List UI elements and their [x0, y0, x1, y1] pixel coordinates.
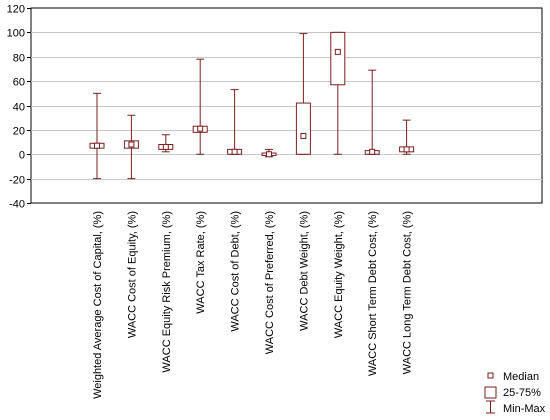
- median-marker: [128, 141, 135, 148]
- x-tick-label: WACC Cost of Equity, (%): [126, 211, 138, 338]
- x-axis-labels: Weighted Average Cost of Capital, (%) WAC…: [92, 211, 414, 399]
- x-tick-label: WACC Equity Weight, (%): [333, 211, 345, 338]
- plot-area: [30, 7, 543, 204]
- box-iqr: [330, 31, 346, 86]
- y-tick-label: -40: [9, 199, 25, 211]
- box-plot: [192, 58, 208, 155]
- legend-minmax-label: Min-Max: [503, 403, 546, 415]
- legend-median-marker: [487, 372, 494, 379]
- y-tick-label: 40: [13, 102, 25, 114]
- legend: Median 25-75% Min-Max: [484, 371, 546, 415]
- y-tick-label: 80: [13, 53, 25, 65]
- y-tick-label: 60: [13, 77, 25, 89]
- box-plot: [123, 114, 139, 180]
- median-marker: [197, 125, 204, 132]
- y-tick-label: 0: [19, 150, 25, 162]
- median-marker: [266, 151, 272, 158]
- y-axis-ticks: -40 -20 0 20 40 60 80 100 120: [7, 4, 31, 211]
- legend-median-label: Median: [503, 371, 539, 383]
- x-tick-label: WACC Equity Risk Premium, (%): [161, 211, 173, 373]
- median-marker: [94, 142, 100, 149]
- median-marker: [300, 132, 307, 139]
- box-plot: [399, 119, 415, 155]
- x-tick-label: WACC Cost of Preferred, (%): [264, 211, 276, 354]
- x-tick-label: WACC Short Term Debt Cost, (%): [367, 211, 379, 376]
- box-plot: [158, 134, 174, 153]
- box-series: [89, 31, 415, 180]
- y-tick-label: 20: [13, 126, 25, 138]
- x-tick-label: WACC Tax Rate, (%): [195, 211, 207, 314]
- box-plot: [89, 92, 105, 180]
- median-marker: [334, 48, 341, 55]
- x-tick-label: WACC Debt Weight, (%): [298, 211, 310, 331]
- y-tick-label: 120: [7, 4, 25, 16]
- grid-lines: [31, 32, 542, 180]
- box-plot: [330, 31, 346, 155]
- median-marker: [369, 148, 376, 155]
- median-marker: [403, 146, 410, 153]
- legend-box-label: 25-75%: [503, 387, 541, 399]
- median-marker: [162, 143, 169, 150]
- box-plot: [295, 33, 311, 155]
- y-tick-label: -20: [9, 175, 25, 187]
- legend-box-marker: [484, 386, 497, 399]
- x-tick-label: WACC Cost of Debt, (%): [230, 211, 242, 332]
- box-plot: [364, 69, 380, 155]
- box-plot: [261, 148, 277, 158]
- box-iqr: [295, 102, 311, 155]
- y-tick-label: 100: [7, 28, 25, 40]
- median-marker: [231, 148, 238, 155]
- x-tick-label: Weighted Average Cost of Capital, (%): [92, 211, 104, 399]
- x-tick-label: WACC Long Term Debt Cost, (%): [402, 211, 414, 374]
- box-plot: [227, 89, 243, 155]
